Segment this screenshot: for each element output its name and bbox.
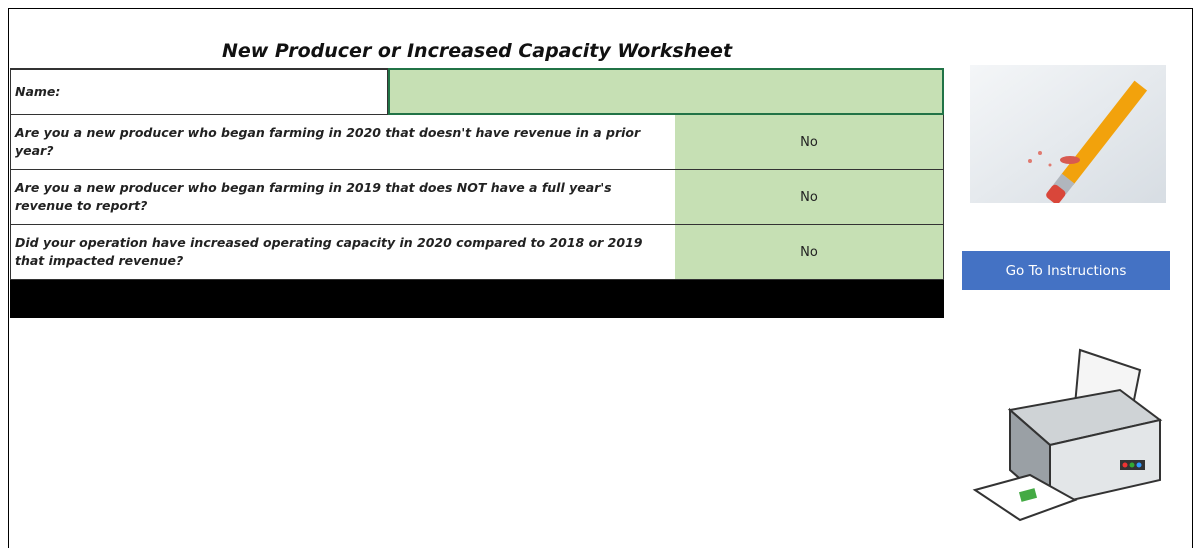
form-table: Name: Are you a new producer who began f… xyxy=(10,68,944,280)
question-row: Did your operation have increased operat… xyxy=(10,225,944,280)
answer-cell[interactable]: No xyxy=(675,170,943,224)
answer-cell[interactable]: No xyxy=(675,225,943,279)
name-label: Name: xyxy=(11,70,388,114)
answer-cell[interactable]: No xyxy=(675,115,943,169)
black-bar xyxy=(10,280,944,318)
question-label: Are you a new producer who began farming… xyxy=(11,170,675,224)
question-row: Are you a new producer who began farming… xyxy=(10,170,944,225)
question-row: Are you a new producer who began farming… xyxy=(10,115,944,170)
page: New Producer or Increased Capacity Works… xyxy=(0,0,1202,542)
question-label: Are you a new producer who began farming… xyxy=(11,115,675,169)
pencil-image xyxy=(970,65,1166,203)
name-input[interactable] xyxy=(388,68,944,115)
printer-image xyxy=(970,330,1166,536)
go-to-instructions-button[interactable]: Go To Instructions xyxy=(962,251,1170,290)
question-label: Did your operation have increased operat… xyxy=(11,225,675,279)
name-row: Name: xyxy=(10,68,944,115)
worksheet-title: New Producer or Increased Capacity Works… xyxy=(10,40,944,62)
